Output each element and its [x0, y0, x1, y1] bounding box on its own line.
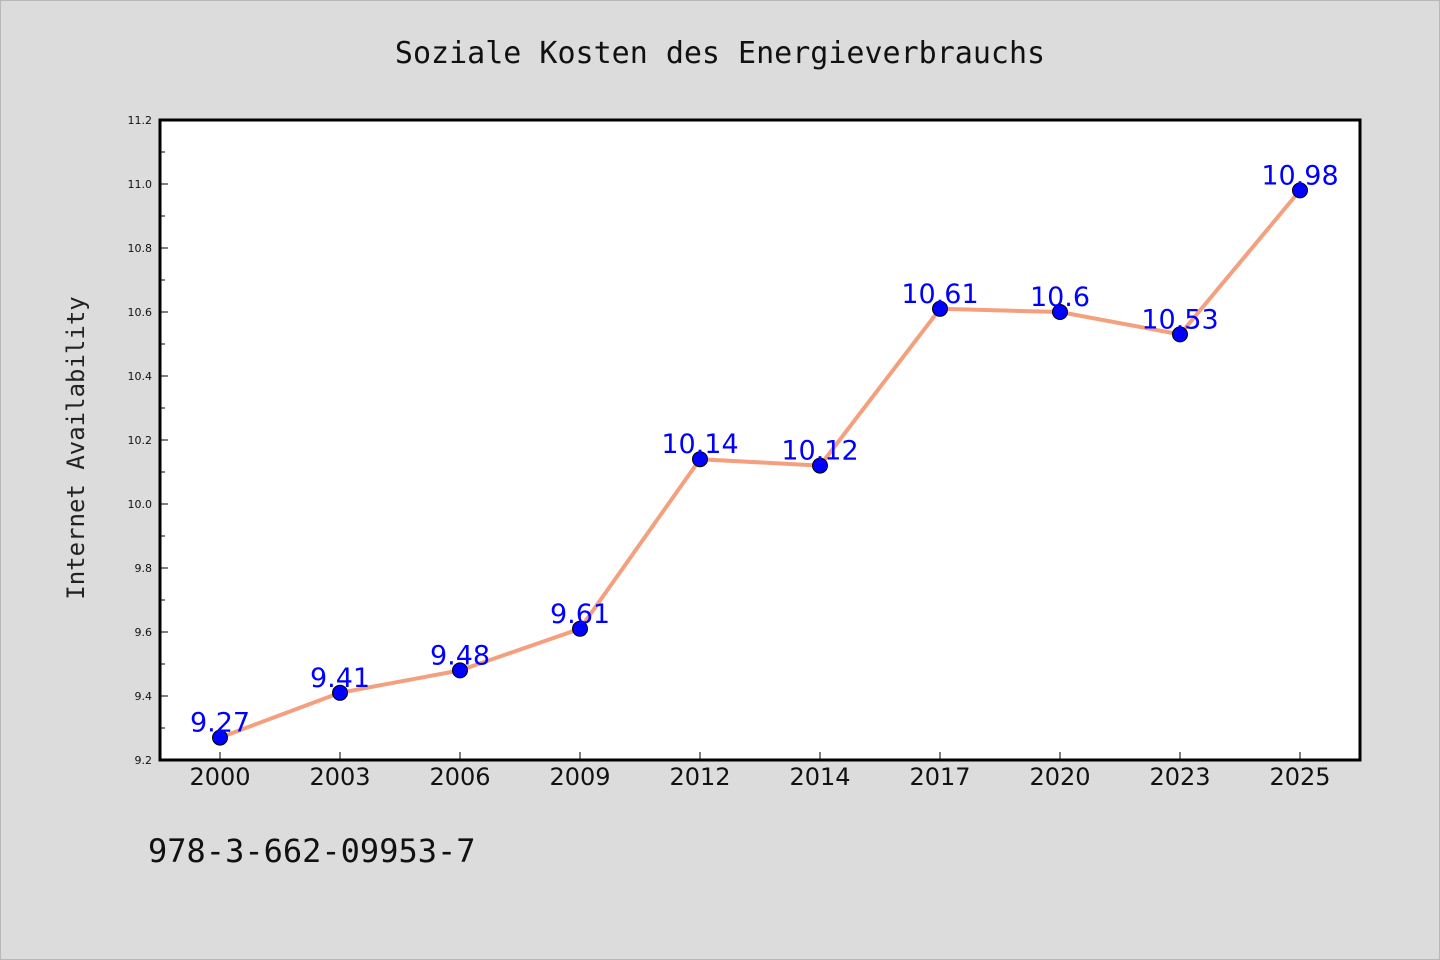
data-label: 9.61 [550, 599, 610, 630]
data-label: 10.6 [1030, 282, 1090, 313]
chart-title: Soziale Kosten des Energieverbrauchs [395, 36, 1045, 71]
x-tick-label: 2000 [189, 763, 250, 791]
y-tick-label: 11.2 [128, 114, 153, 127]
x-tick-label: 2012 [669, 763, 730, 791]
data-label: 10.12 [781, 436, 858, 467]
y-tick-label: 11.0 [128, 178, 153, 191]
y-tick-label: 9.4 [135, 690, 153, 703]
data-point-marker [212, 729, 228, 746]
series-line [219, 189, 1302, 740]
y-tick-label: 10.4 [128, 370, 153, 383]
y-tick-label: 10.8 [128, 242, 153, 255]
y-tick-label: 9.2 [135, 754, 153, 767]
data-point-marker [812, 457, 828, 474]
data-point-marker [332, 684, 348, 701]
data-point-marker [452, 662, 468, 679]
x-tick-label: 2014 [789, 763, 850, 791]
data-label: 10.61 [901, 279, 978, 310]
data-label: 9.48 [430, 640, 490, 671]
isbn-footer: 978-3-662-09953-7 [148, 832, 476, 870]
x-axis: 2000 2003 2006 2009 2012 2014 2017 2020 2023 2025 [189, 752, 1331, 791]
x-tick-label: 2025 [1269, 763, 1330, 791]
x-tick-label: 2023 [1149, 763, 1210, 791]
y-tick-label: 10.0 [128, 498, 153, 511]
data-point-marker [1292, 182, 1308, 199]
y-tick-label: 9.8 [135, 562, 153, 575]
data-label: 10.53 [1141, 304, 1218, 335]
y-axis: 9.2 9.4 9.6 9.8 10.0 10.2 10.4 10.6 10.8 11.0 11.2 [128, 114, 168, 767]
x-tick-label: 2017 [909, 763, 970, 791]
plot-area [158, 118, 1362, 762]
data-point-marker [932, 300, 948, 317]
x-tick-label: 2006 [429, 763, 490, 791]
data-label: 9.27 [190, 708, 250, 739]
data-label: 10.14 [661, 429, 738, 460]
y-tick-label: 9.6 [135, 626, 153, 639]
data-point-marker [692, 451, 708, 468]
x-tick-label: 2020 [1029, 763, 1090, 791]
data-point-marker [1052, 304, 1068, 320]
data-point-marker [1172, 326, 1188, 343]
data-point-marker [572, 620, 588, 637]
y-tick-label: 10.6 [128, 306, 153, 319]
data-label: 10.98 [1261, 160, 1338, 191]
x-tick-label: 2009 [549, 763, 610, 791]
y-axis-label: Internet Availability [62, 296, 90, 599]
x-tick-label: 2003 [309, 763, 370, 791]
series-group: 9.27 9.41 9.48 9.61 10.14 10.12 10.61 10.6 10.53… [190, 160, 1339, 746]
data-label: 9.41 [310, 663, 370, 694]
y-tick-label: 10.2 [128, 434, 153, 447]
